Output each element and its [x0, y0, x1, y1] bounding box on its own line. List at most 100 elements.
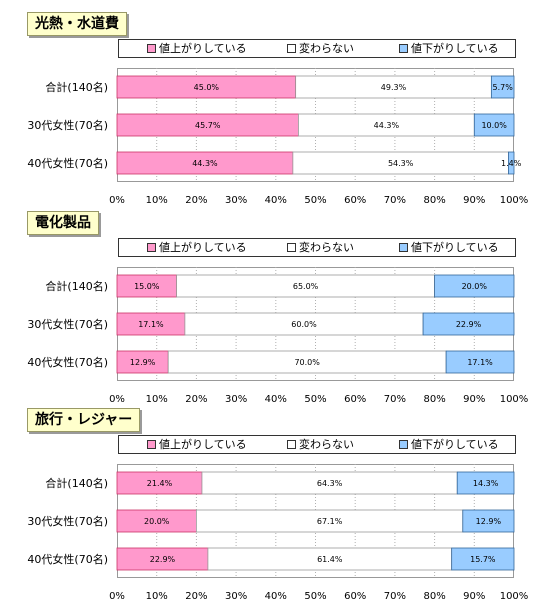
data-label: 45.0% — [194, 83, 220, 92]
x-tick-label: 80% — [423, 591, 445, 602]
x-tick-label: 0% — [109, 591, 125, 602]
data-label: 17.1% — [467, 358, 493, 367]
legend: 値上がりしている 変わらない 値下がりしている — [118, 39, 516, 58]
data-label: 12.9% — [130, 358, 156, 367]
legend-label-up: 値上がりしている — [159, 241, 247, 254]
x-tick-label: 40% — [265, 591, 287, 602]
data-label: 21.4% — [147, 479, 173, 488]
category-label: 合計(140名) — [45, 279, 108, 293]
x-tick-label: 50% — [304, 195, 326, 206]
legend-item-down: 値下がりしている — [399, 40, 499, 57]
x-tick-label: 50% — [304, 394, 326, 405]
legend-label-up: 値上がりしている — [159, 42, 247, 55]
x-tick-label: 30% — [225, 195, 247, 206]
x-tick-label: 70% — [384, 591, 406, 602]
legend-swatch-same — [287, 43, 296, 53]
legend-item-up: 値上がりしている — [147, 40, 247, 57]
chart-title: 旅行・レジャー — [27, 408, 141, 432]
category-label: 合計(140名) — [45, 80, 108, 94]
legend-item-same: 変わらない — [287, 436, 354, 453]
x-tick-label: 100% — [500, 394, 529, 405]
stacked-bar-chart: 0% 10% 20% 30% 40% 50% 60% 70% 80% 90% 100% 合計(140名… — [27, 464, 529, 602]
x-tick-label: 60% — [344, 591, 366, 602]
bar-segment — [434, 274, 515, 298]
data-label: 45.7% — [195, 121, 221, 130]
x-tick-label: 20% — [185, 591, 207, 602]
data-label: 22.9% — [456, 320, 482, 329]
chart-panel-travel: 旅行・レジャー 値上がりしている 変わらない 値下がりしている 0% 10% 20%… — [0, 408, 539, 604]
x-tick-label: 10% — [146, 591, 168, 602]
legend-label-same: 変わらない — [299, 438, 354, 451]
category-label: 30代女性(70名) — [27, 317, 108, 331]
data-label: 5.7% — [493, 83, 514, 92]
data-label: 17.1% — [138, 320, 164, 329]
category-label: 30代女性(70名) — [27, 118, 108, 132]
legend-swatch-up — [147, 242, 156, 252]
legend: 値上がりしている 変わらない 値下がりしている — [118, 238, 516, 257]
legend-swatch-down — [399, 439, 408, 449]
data-label: 20.0% — [462, 282, 488, 291]
x-tick-label: 50% — [304, 591, 326, 602]
x-tick-label: 90% — [463, 394, 485, 405]
bar-segment — [508, 151, 515, 175]
stacked-bar-chart: 0% 10% 20% 30% 40% 50% 60% 70% 80% 90% 100% 合計(140名… — [27, 68, 529, 206]
legend-label-down: 値下がりしている — [411, 42, 499, 55]
legend: 値上がりしている 変わらない 値下がりしている — [118, 435, 516, 454]
legend-swatch-same — [287, 439, 296, 449]
x-tick-label: 90% — [463, 591, 485, 602]
legend-item-up: 値上がりしている — [147, 239, 247, 256]
x-tick-label: 100% — [500, 591, 529, 602]
category-label: 40代女性(70名) — [27, 552, 108, 566]
bar-segment — [462, 509, 515, 533]
x-tick-label: 80% — [423, 394, 445, 405]
x-tick-label: 20% — [185, 195, 207, 206]
x-tick-label: 0% — [109, 394, 125, 405]
data-label: 20.0% — [144, 517, 170, 526]
category-label: 40代女性(70名) — [27, 355, 108, 369]
data-label: 14.3% — [473, 479, 499, 488]
x-tick-label: 20% — [185, 394, 207, 405]
legend-item-down: 値下がりしている — [399, 436, 499, 453]
bar-segment — [445, 350, 515, 374]
legend-item-up: 値上がりしている — [147, 436, 247, 453]
legend-label-same: 変わらない — [299, 42, 354, 55]
data-label: 22.9% — [150, 555, 176, 564]
chart-panel-utilities: 光熱・水道費 値上がりしている 変わらない 値下がりしている 0% 10% 20% 3… — [0, 12, 539, 208]
legend-label-same: 変わらない — [299, 241, 354, 254]
x-tick-label: 40% — [265, 195, 287, 206]
x-tick-label: 30% — [225, 394, 247, 405]
data-label: 15.0% — [134, 282, 160, 291]
stacked-bar-chart: 0% 10% 20% 30% 40% 50% 60% 70% 80% 90% 100% 合計(140名… — [27, 267, 529, 405]
legend-swatch-up — [147, 439, 156, 449]
chart-title: 光熱・水道費 — [27, 12, 127, 36]
x-tick-label: 60% — [344, 394, 366, 405]
data-label: 44.3% — [192, 159, 218, 168]
category-label: 合計(140名) — [45, 476, 108, 490]
data-label: 10.0% — [481, 121, 507, 130]
data-label: 61.4% — [317, 555, 343, 564]
x-tick-label: 100% — [500, 195, 529, 206]
legend-label-down: 値下がりしている — [411, 438, 499, 451]
x-tick-label: 10% — [146, 394, 168, 405]
x-tick-label: 60% — [344, 195, 366, 206]
x-tick-label: 80% — [423, 195, 445, 206]
data-label: 70.0% — [294, 358, 320, 367]
bar-segment — [451, 547, 515, 571]
data-label: 15.7% — [470, 555, 496, 564]
chart-title: 電化製品 — [27, 211, 99, 235]
bar-segment — [422, 312, 515, 336]
legend-swatch-down — [399, 43, 408, 53]
x-tick-label: 40% — [265, 394, 287, 405]
legend-label-up: 値上がりしている — [159, 438, 247, 451]
category-label: 40代女性(70名) — [27, 156, 108, 170]
x-tick-label: 70% — [384, 394, 406, 405]
legend-swatch-same — [287, 242, 296, 252]
category-label: 30代女性(70名) — [27, 514, 108, 528]
legend-swatch-up — [147, 43, 156, 53]
data-label: 44.3% — [374, 121, 400, 130]
bar-segment — [490, 75, 515, 99]
x-tick-label: 10% — [146, 195, 168, 206]
data-label: 65.0% — [293, 282, 319, 291]
legend-item-down: 値下がりしている — [399, 239, 499, 256]
x-tick-label: 70% — [384, 195, 406, 206]
